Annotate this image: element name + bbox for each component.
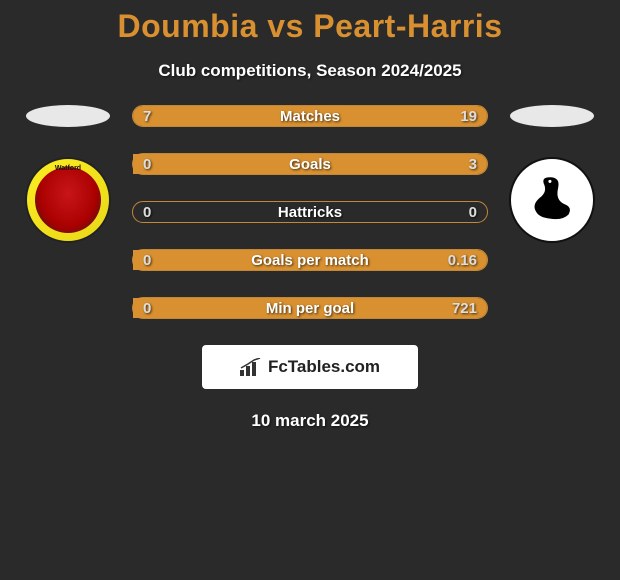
page-title: Doumbia vs Peart-Harris: [0, 8, 620, 45]
stat-label: Hattricks: [278, 204, 342, 221]
stat-bar: 0 Goals per match 0.16: [132, 249, 488, 271]
comparison-infographic: Doumbia vs Peart-Harris Club competition…: [0, 0, 620, 431]
team-badge-left-label: Watford: [55, 165, 81, 172]
stat-bar: 0 Hattricks 0: [132, 201, 488, 223]
stat-fill-right: [229, 106, 487, 126]
team-badge-left: Watford: [25, 157, 111, 243]
stat-value-right: 0: [469, 204, 477, 221]
player-ellipse-left: [26, 105, 110, 127]
stat-label: Goals: [289, 156, 331, 173]
stat-label: Matches: [280, 108, 340, 125]
stat-value-left: 0: [143, 252, 151, 269]
stat-bar: 0 Min per goal 721: [132, 297, 488, 319]
stat-value-left: 7: [143, 108, 151, 125]
stat-label: Min per goal: [266, 300, 354, 317]
swan-icon: [521, 169, 583, 231]
stat-value-left: 0: [143, 156, 151, 173]
stat-value-right: 19: [460, 108, 477, 125]
subtitle: Club competitions, Season 2024/2025: [0, 61, 620, 81]
attribution-box: FcTables.com: [202, 345, 418, 389]
stat-value-left: 0: [143, 300, 151, 317]
attribution-text: FcTables.com: [268, 357, 380, 377]
team-badge-right: [509, 157, 595, 243]
date-label: 10 march 2025: [0, 411, 620, 431]
stats-column: 7 Matches 19 0 Goals 3 0 Hattricks 0 0 Goals per m…: [118, 105, 502, 319]
chart-icon: [240, 358, 262, 376]
left-player-col: Watford: [18, 105, 118, 243]
stat-bar: 0 Goals 3: [132, 153, 488, 175]
player-ellipse-right: [510, 105, 594, 127]
stat-bar: 7 Matches 19: [132, 105, 488, 127]
right-player-col: [502, 105, 602, 243]
watford-crest-icon: [35, 167, 101, 233]
stat-value-left: 0: [143, 204, 151, 221]
stat-value-right: 3: [469, 156, 477, 173]
stat-value-right: 721: [452, 300, 477, 317]
stat-value-right: 0.16: [448, 252, 477, 269]
stat-label: Goals per match: [251, 252, 369, 269]
main-row: Watford 7 Matches 19 0 Goals 3 0 Hattricks 0 0 Goa…: [0, 105, 620, 319]
